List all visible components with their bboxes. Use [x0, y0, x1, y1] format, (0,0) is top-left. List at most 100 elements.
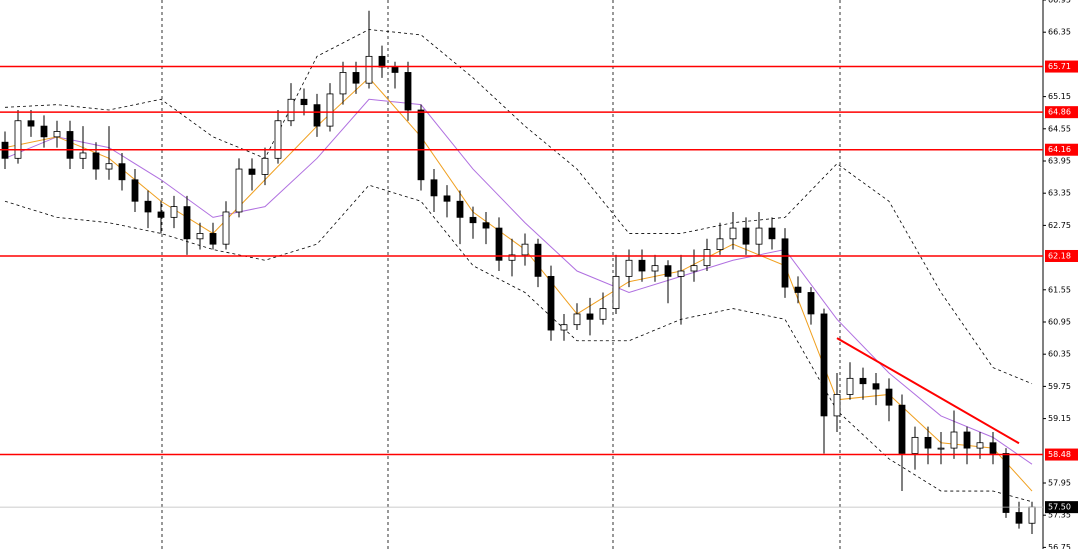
candle-body — [118, 163, 126, 181]
candle-body — [703, 249, 711, 267]
candle-body — [92, 152, 100, 170]
candle-body — [586, 313, 594, 320]
candle-body — [1028, 506, 1036, 524]
candle-body — [651, 265, 659, 272]
candle-body — [599, 308, 607, 320]
candle-body — [872, 383, 880, 390]
y-tick-label: 65.15 — [1048, 92, 1071, 101]
candle-body — [222, 211, 230, 245]
y-tick-label: 66.95 — [1048, 0, 1071, 5]
level-label-bg — [1045, 106, 1078, 119]
candle-body — [1015, 512, 1023, 524]
candle-body — [820, 313, 828, 417]
candle-body — [989, 442, 997, 454]
vertical-grid — [161, 0, 841, 549]
candle-body — [27, 120, 35, 127]
y-tick-label: 59.15 — [1048, 414, 1071, 423]
candle-body — [66, 131, 74, 159]
candle-body — [144, 200, 152, 213]
candle-body — [339, 72, 347, 95]
candle-body — [963, 431, 971, 449]
moving-average — [4, 98, 1033, 465]
candle-body — [378, 55, 386, 68]
candle-body — [248, 168, 256, 175]
candle-body — [352, 72, 360, 84]
candle-body — [469, 216, 477, 224]
level-label-bg — [1045, 448, 1078, 461]
candle-body — [508, 254, 516, 261]
candle-body — [235, 168, 243, 213]
candle-body — [105, 163, 113, 170]
candle-body — [534, 243, 542, 277]
candle-body — [183, 206, 191, 240]
candle-body — [638, 259, 646, 272]
y-tick-label: 56.75 — [1048, 543, 1071, 549]
candle-body — [677, 270, 685, 277]
candle-body — [430, 179, 438, 197]
level-label: 64.86 — [1048, 108, 1071, 117]
y-tick-label: 60.95 — [1048, 317, 1071, 326]
candle-body — [40, 125, 48, 138]
candle-body — [950, 431, 958, 449]
candle-body — [196, 233, 204, 240]
candle-body — [742, 227, 750, 245]
candle-body — [612, 275, 620, 309]
level-label: 58.48 — [1048, 450, 1071, 459]
level-label: 62.18 — [1048, 251, 1071, 260]
candle-body — [547, 275, 555, 331]
level-label-bg — [1045, 249, 1078, 262]
candle-body — [79, 152, 87, 159]
candle-body — [14, 120, 22, 159]
candle-body — [911, 436, 919, 454]
candle-body — [1002, 453, 1010, 513]
y-tick-label: 64.55 — [1048, 124, 1071, 133]
candle-body — [924, 436, 932, 449]
candle-body — [729, 227, 737, 240]
candle-body — [404, 72, 412, 111]
bollinger-band — [4, 184, 1033, 503]
candle-body — [794, 286, 802, 293]
candle-body — [521, 243, 529, 256]
y-tick-label: 60.35 — [1048, 350, 1071, 359]
candle-body — [53, 131, 61, 138]
candle-body — [300, 98, 308, 106]
candle-body — [625, 259, 633, 277]
trend-line — [836, 337, 1020, 445]
level-label-bg — [1045, 60, 1078, 73]
candle-body — [157, 211, 165, 218]
candle-body — [313, 104, 321, 127]
y-tick-label: 59.75 — [1048, 382, 1071, 391]
candle-body — [443, 195, 451, 202]
level-label: 65.71 — [1048, 62, 1071, 71]
y-tick-label: 66.35 — [1048, 28, 1071, 37]
candle-body — [274, 120, 282, 159]
candle-body — [131, 179, 139, 202]
candle-body — [755, 227, 763, 245]
candle-body — [976, 442, 984, 449]
candle-body — [781, 238, 789, 288]
candle-body — [859, 377, 867, 385]
candle-body — [690, 265, 698, 272]
candle-body — [716, 238, 724, 250]
candle-body — [898, 404, 906, 454]
y-tick-label: 63.35 — [1048, 189, 1071, 198]
level-label: 64.16 — [1048, 145, 1071, 154]
candle-body — [391, 66, 399, 73]
level-label-bg — [1045, 143, 1078, 156]
candle-body — [807, 292, 815, 315]
candle-body — [833, 394, 841, 417]
candle-body — [170, 206, 178, 218]
candle-body — [885, 388, 893, 406]
candle-body — [560, 324, 568, 331]
candle-body — [365, 55, 373, 84]
candle-body — [287, 98, 295, 122]
candle-body — [261, 157, 269, 175]
candle-body — [326, 93, 334, 127]
candle-body — [846, 377, 854, 395]
y-tick-label: 57.95 — [1048, 478, 1071, 487]
y-tick-label: 61.55 — [1048, 285, 1071, 294]
current-price-bg — [1045, 501, 1078, 514]
candle-body — [573, 313, 581, 326]
candle-body — [482, 222, 490, 229]
